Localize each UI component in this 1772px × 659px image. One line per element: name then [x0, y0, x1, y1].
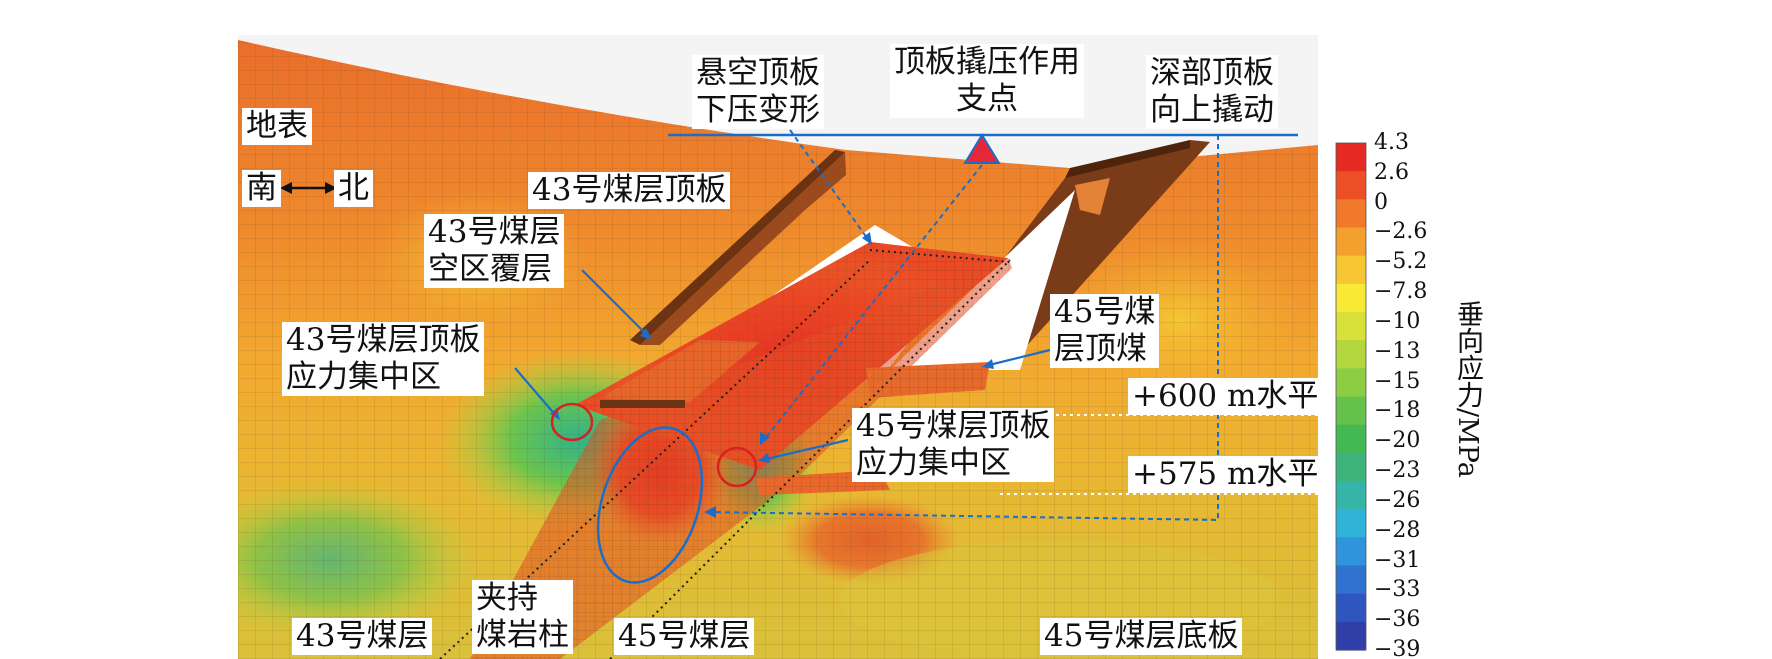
colorbar-swatch [1336, 452, 1366, 482]
label-roof43: 43号煤层顶板 [528, 172, 731, 209]
colorbar-swatch [1336, 368, 1366, 398]
blue-pointer-arrows [514, 269, 1051, 462]
label-top-coal45: 45号煤 层顶煤 [1050, 294, 1160, 368]
label-seam45: 45号煤层 [614, 618, 755, 655]
label-floor45: 45号煤层底板 [1040, 618, 1243, 655]
label-level-600: +600 m水平 [1128, 378, 1323, 415]
label-south: 南 [242, 170, 281, 207]
colorbar-tick-label: −5.2 [1374, 249, 1428, 275]
label-north: 北 [334, 170, 373, 207]
colorbar-tick-label: −2.6 [1374, 219, 1428, 245]
colorbar-swatch [1336, 171, 1366, 200]
colorbar-swatch [1336, 312, 1366, 341]
colorbar-tick-label: 2.6 [1374, 159, 1409, 185]
colorbar-swatch [1336, 255, 1366, 285]
colorbar-swatch [1336, 340, 1366, 369]
colorbar [1335, 142, 1367, 651]
double-arrow-icon [280, 182, 337, 194]
label-stress45: 45号煤层顶板 应力集中区 [852, 408, 1055, 482]
colorbar-swatch [1336, 227, 1366, 257]
stress45-circle [716, 446, 758, 488]
label-overburden43: 43号煤层 空区覆层 [424, 214, 565, 288]
label-deep-roof: 深部顶板 向上撬动 [1146, 55, 1278, 129]
colorbar-tick-label: −10 [1374, 308, 1421, 334]
label-pillar: 夹持 煤岩柱 [472, 580, 573, 654]
label-level-575: +575 m水平 [1128, 456, 1323, 493]
colorbar-tick-label: −39 [1374, 637, 1421, 659]
pillar-ellipse [596, 426, 704, 584]
colorbar-title: 垂向应力/MPa [1452, 300, 1483, 478]
colorbar-swatch [1336, 621, 1366, 651]
label-pivot: 顶板撬压作用 支点 [890, 44, 1084, 118]
colorbar-swatch [1336, 565, 1366, 595]
label-stress43: 43号煤层顶板 应力集中区 [282, 322, 485, 396]
stress43-circle [550, 402, 594, 442]
pivot-triangle [963, 133, 1001, 164]
colorbar-tick-label: −31 [1374, 547, 1421, 573]
colorbar-swatch [1336, 537, 1366, 567]
colorbar-swatch [1336, 199, 1366, 229]
colorbar-tick-label: −36 [1374, 607, 1421, 633]
colorbar-swatch [1336, 283, 1366, 313]
colorbar-tick-label: −23 [1374, 458, 1421, 484]
label-seam43: 43号煤层 [292, 618, 433, 655]
colorbar-swatch [1336, 143, 1366, 172]
colorbar-tick-label: −13 [1374, 338, 1421, 364]
colorbar-swatch [1336, 593, 1366, 623]
colorbar-tick-label: −7.8 [1374, 279, 1428, 305]
colorbar-tick-label: −18 [1374, 398, 1421, 424]
colorbar-tick-label: 0 [1374, 189, 1388, 215]
label-surface: 地表 [242, 108, 312, 145]
label-hanging-roof: 悬空顶板 下压变形 [692, 55, 824, 129]
roof43-left-slope [640, 152, 846, 345]
colorbar-tick-label: −33 [1374, 577, 1421, 603]
colorbar-tick-label: −15 [1374, 368, 1421, 394]
blue-dashed-arrows [709, 129, 1219, 522]
colorbar-frame [1335, 142, 1367, 651]
colorbar-swatch [1336, 424, 1366, 454]
colorbar-tick-label: −20 [1374, 428, 1421, 454]
colorbar-tick-label: 4.3 [1374, 130, 1409, 155]
colorbar-tick-label: −26 [1374, 487, 1421, 513]
colorbar-swatch [1336, 509, 1366, 538]
colorbar-tick-label: −28 [1374, 517, 1421, 543]
colorbar-swatch [1336, 396, 1366, 426]
colorbar-swatch [1336, 481, 1366, 510]
